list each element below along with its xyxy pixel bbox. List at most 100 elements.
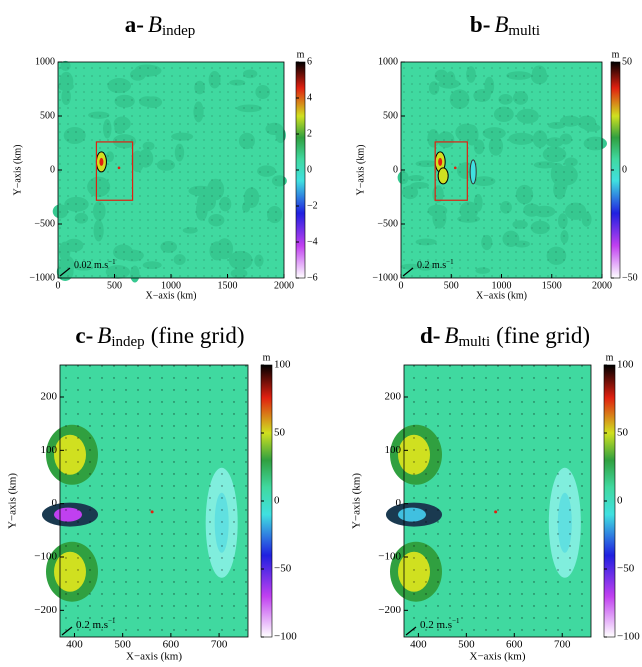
scale-arrow (402, 267, 414, 277)
center (117, 166, 121, 170)
x-tick-label: 400 (66, 639, 83, 651)
scale-text: 0.02 m.s (74, 260, 108, 271)
scale-superscript: −1 (108, 258, 116, 266)
y-axis-label: Y−axis (km) (351, 473, 363, 529)
y-tick-label: 500 (40, 110, 55, 121)
panel-title: a- Bindep (125, 12, 196, 39)
colorbar-tick-label: −6 (307, 272, 318, 283)
x-tick-label: 1500 (218, 280, 238, 291)
y-tick-label: 0 (396, 497, 402, 509)
x-axis-label: X−axis (km) (146, 290, 197, 301)
title-symbol: B (97, 323, 111, 348)
scale-label: 0.2 m.s−1 (417, 258, 454, 272)
colorbar-tick-label: 2 (307, 128, 312, 139)
title-subscript: multi (508, 23, 540, 39)
scale-arrow (405, 626, 417, 636)
title-symbol: B (444, 323, 458, 348)
region-box (434, 141, 468, 201)
x-tick-label: 700 (554, 639, 571, 651)
x-tick-label: 0 (56, 280, 61, 291)
y-tick-label: 200 (41, 391, 58, 403)
scale-arrow (59, 267, 71, 277)
vector-dots (401, 62, 602, 278)
scale-text: 0.2 m.s (76, 619, 108, 631)
colorbar-tick-label: 100 (617, 359, 634, 371)
title-prefix: a- (125, 12, 144, 37)
anomaly (438, 157, 443, 166)
scale-label: 0.2 m.s−1 (420, 617, 460, 631)
x-axis-label: X−axis (km) (470, 651, 526, 663)
title-subscript: indep (162, 23, 195, 39)
y-tick-label: 0 (52, 497, 58, 509)
title-prefix: b- (470, 12, 490, 37)
y-tick-label: 200 (385, 391, 402, 403)
panel-title: b- Bmulti (470, 12, 540, 39)
y-tick-label: −1000 (29, 272, 55, 283)
colorbar-tick-label: 0 (622, 164, 627, 175)
scale-superscript: −1 (446, 258, 454, 266)
title-suffix: (fine grid) (496, 323, 590, 348)
colorbar-tick-label: −4 (307, 236, 318, 247)
colorbar-unit: m (297, 49, 305, 60)
colorbar-tick-label: −100 (617, 631, 640, 643)
colorbar-tick-label: 4 (307, 92, 312, 103)
x-tick-label: 500 (458, 639, 475, 651)
plot-frame (403, 364, 592, 638)
title-subscript: indep (111, 334, 144, 350)
y-tick-label: −100 (34, 551, 57, 563)
vector-dots (58, 62, 284, 278)
colorbar-tick-label: 0 (307, 164, 312, 175)
x-tick-label: 600 (506, 639, 523, 651)
anomaly (469, 159, 477, 185)
y-tick-label: −500 (377, 218, 398, 229)
y-tick-label: 500 (383, 110, 398, 121)
panel-title: c- Bindep (fine grid) (75, 323, 244, 350)
panel: d- Bmulti (fine grid)400 500 600 700−200−1000… (351, 323, 641, 662)
y-tick-label: 1000 (35, 56, 55, 67)
colorbar-tick-label: 6 (307, 56, 312, 67)
colorbar-tick-label: 0 (617, 495, 623, 507)
y-tick-label: −1000 (372, 272, 398, 283)
y-tick-label: 0 (393, 164, 398, 175)
colorbar-tick-label: 0 (274, 495, 280, 507)
colorbar-unit: m (263, 352, 271, 363)
x-tick-label: 2000 (274, 280, 294, 291)
y-axis-label: Y−axis (km) (355, 145, 366, 196)
plot-frame (59, 364, 249, 638)
x-tick-label: 500 (444, 280, 459, 291)
x-tick-label: 600 (163, 639, 180, 651)
region-box (95, 141, 134, 201)
anomaly (99, 157, 104, 166)
x-axis-label: X−axis (km) (476, 290, 527, 301)
colorbar-tick-label: −2 (307, 200, 318, 211)
panel-title: d- Bmulti (fine grid) (420, 323, 590, 350)
colorbar-tick-label: −100 (274, 631, 297, 643)
y-axis-label: Y−axis (km) (12, 145, 23, 196)
title-symbol: B (494, 12, 508, 37)
vector-dots (404, 365, 591, 637)
x-tick-label: 1000 (492, 280, 512, 291)
y-axis-label: Y−axis (km) (7, 473, 19, 529)
colorbar-tick-label: −50 (274, 563, 292, 575)
x-tick-label: 0 (399, 280, 404, 291)
scale-label: 0.02 m.s−1 (74, 258, 116, 272)
scale-superscript: −1 (452, 617, 460, 625)
y-tick-label: 100 (385, 444, 402, 456)
x-tick-label: 500 (114, 639, 131, 651)
y-tick-label: 0 (50, 164, 55, 175)
y-tick-label: −100 (378, 551, 401, 563)
y-tick-label: −200 (378, 604, 401, 616)
scale-superscript: −1 (108, 617, 116, 625)
panel: c- Bindep (fine grid)400 500 600 700−200−1000… (7, 323, 298, 662)
colorbar-tick-label: −50 (617, 563, 635, 575)
x-tick-label: 1500 (542, 280, 562, 291)
anomaly (437, 167, 449, 185)
y-tick-label: 100 (41, 444, 58, 456)
x-tick-label: 400 (410, 639, 427, 651)
scale-text: 0.2 m.s (420, 619, 452, 631)
x-tick-label: 700 (211, 639, 228, 651)
x-tick-label: 500 (107, 280, 122, 291)
center (150, 510, 154, 514)
